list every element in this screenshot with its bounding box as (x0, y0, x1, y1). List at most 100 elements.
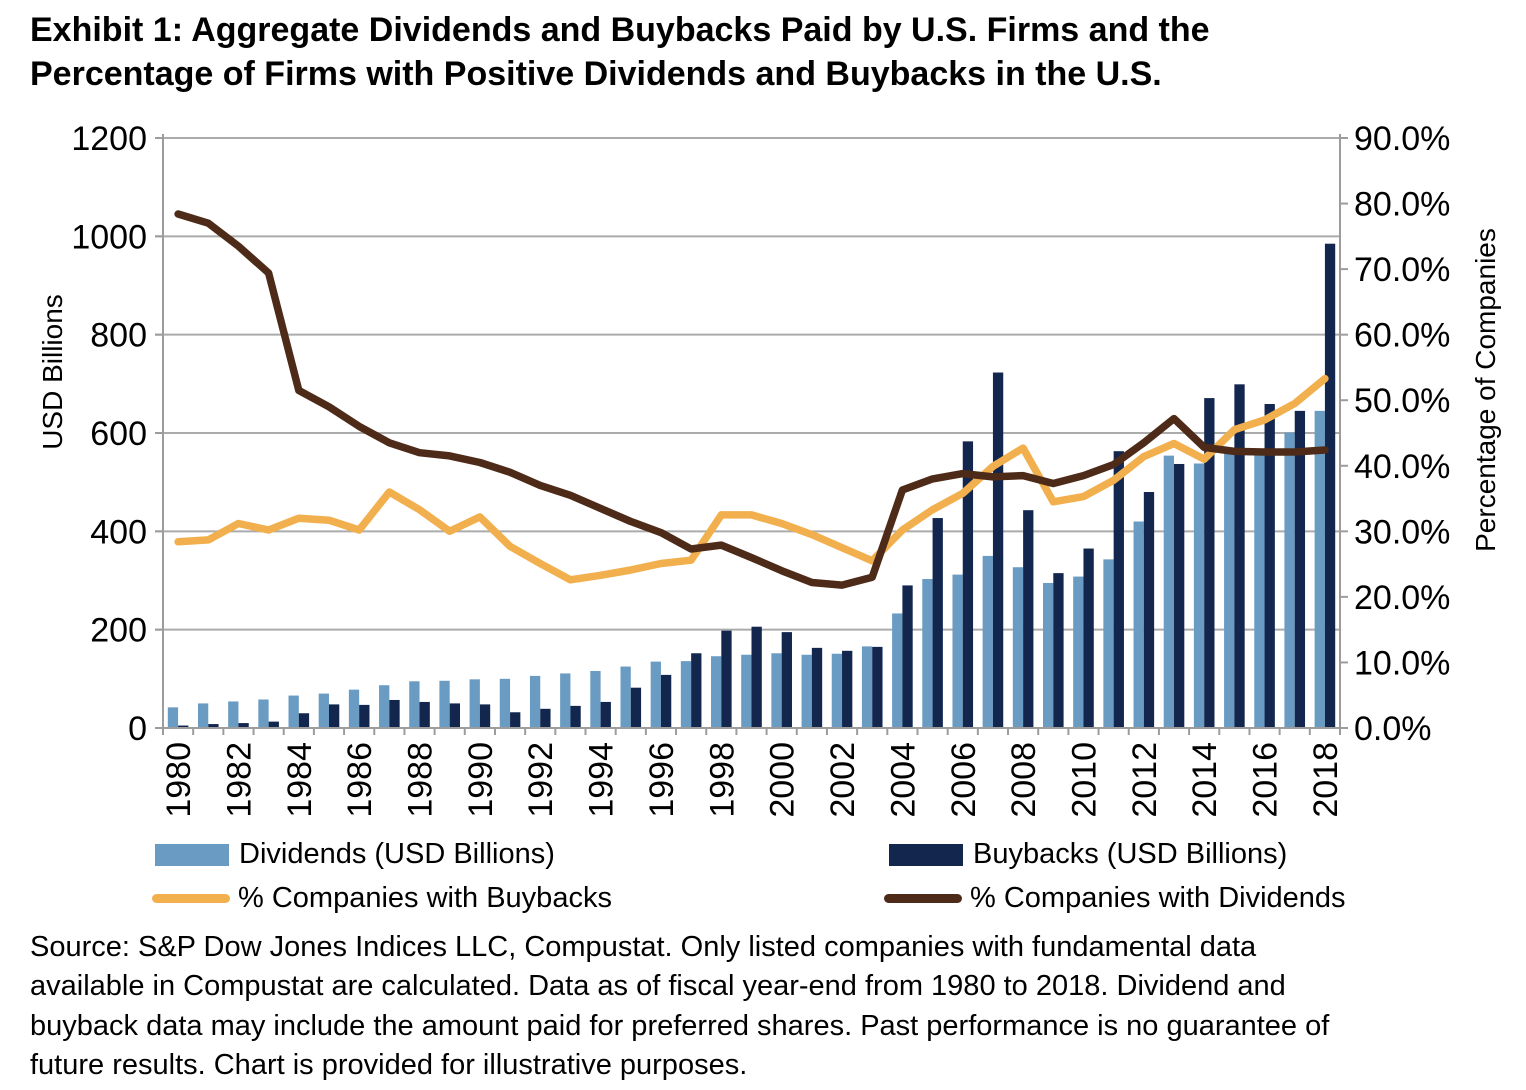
right-axis-label: 70.0% (1354, 251, 1450, 289)
dividends-bar (197, 703, 209, 728)
x-axis-label: 1986 (341, 742, 379, 818)
source-note: Source: S&P Dow Jones Indices LLC, Compu… (30, 928, 1520, 1086)
dividends-bar (318, 693, 329, 728)
dividends-bar (741, 654, 752, 728)
dividends-bar (711, 656, 722, 728)
buybacks-bar (510, 712, 521, 728)
pct-buybacks-swatch (152, 894, 230, 903)
buybacks-bar (540, 708, 551, 728)
buybacks-bar (811, 647, 823, 728)
buybacks-bar (751, 626, 762, 728)
buybacks-bar (842, 650, 853, 728)
buybacks-bar (1083, 548, 1094, 728)
dividends-bar (771, 653, 782, 728)
dividends-bar (590, 670, 601, 728)
dividends-bar (560, 673, 571, 728)
x-axis-label: 1988 (402, 742, 440, 818)
buybacks-bar (570, 705, 581, 728)
dividends-bar (379, 685, 390, 728)
x-axis-label: 1990 (462, 742, 500, 818)
dividends-bar (922, 579, 933, 728)
dividends-bar (228, 701, 239, 728)
buybacks-bar (1053, 573, 1064, 728)
dividends-bar (469, 679, 480, 728)
dividends-bar (1163, 455, 1175, 728)
left-axis-label: 800 (90, 317, 147, 355)
legend-item-buybacks: Buybacks (USD Billions) (889, 838, 1287, 871)
buybacks-bar (721, 630, 732, 728)
dividends-bar (861, 646, 873, 728)
x-axis-label: 1998 (703, 742, 741, 818)
buybacks-bar (389, 699, 400, 728)
buybacks-bar (781, 632, 792, 728)
x-axis-label: 1980 (160, 742, 198, 818)
dividends-bar (831, 653, 843, 728)
buybacks-bar (1294, 410, 1306, 728)
dividends-bar (892, 613, 903, 728)
buybacks-bar (1234, 384, 1245, 728)
x-axis-label: 1992 (522, 742, 560, 818)
x-axis-label: 2016 (1247, 742, 1285, 818)
pct-buybacks-line (174, 374, 1329, 584)
left-axis-label: 0 (128, 710, 147, 748)
left-axis-title: USD Billions (37, 294, 68, 450)
buybacks-bar (1204, 398, 1215, 728)
buybacks-bar (419, 701, 430, 728)
buybacks-bar (1023, 510, 1034, 728)
buybacks-bar (208, 724, 219, 728)
right-axis-label: 60.0% (1354, 317, 1450, 355)
legend-item-pct-dividends: % Companies with Dividends (884, 882, 1346, 915)
right-axis-label: 80.0% (1354, 186, 1450, 224)
dividends-bar (620, 666, 631, 728)
pct-dividends-swatch (884, 894, 962, 903)
dividends-bar (1073, 576, 1084, 728)
right-axis-title: Percentage of Companies (1470, 228, 1501, 552)
dividends-bar (1042, 582, 1054, 728)
left-axis-label: 600 (90, 415, 147, 453)
dividends-swatch (155, 843, 229, 866)
buybacks-bar (1324, 243, 1336, 729)
dividends-bar (258, 699, 269, 728)
dividends-bar (1314, 410, 1325, 728)
x-axis-label: 1982 (220, 742, 258, 818)
buybacks-bar (1174, 463, 1185, 728)
buybacks-bar (328, 704, 340, 728)
buybacks-bar (872, 646, 883, 728)
x-axis-label: 2018 (1307, 742, 1345, 818)
x-axis-label: 1996 (643, 742, 681, 818)
buybacks-bar (1113, 451, 1124, 728)
dividends-bar (1284, 432, 1295, 728)
x-axis-label: 1984 (281, 742, 319, 818)
buybacks-bar (1143, 492, 1155, 728)
dividends-bar (1133, 521, 1144, 728)
buybacks-bar (268, 721, 279, 728)
x-axis-label: 2012 (1126, 742, 1164, 818)
buybacks-bar (359, 704, 370, 728)
source-line-2: available in Compustat are calculated. D… (30, 970, 1286, 1003)
dividends-bar (650, 661, 661, 728)
x-axis-label: 2000 (764, 742, 802, 818)
x-axis-label: 2006 (945, 742, 983, 818)
x-axis-label: 1994 (583, 742, 621, 818)
buybacks-bar (1264, 403, 1275, 728)
dividends-bar (1193, 463, 1205, 728)
buybacks-bar (660, 674, 672, 728)
dividends-bar (1012, 567, 1024, 728)
legend-item-pct-buybacks: % Companies with Buybacks (152, 882, 612, 915)
title-line-2: Percentage of Firms with Positive Divide… (30, 55, 1162, 94)
source-line-1: Source: S&P Dow Jones Indices LLC, Compu… (30, 931, 1257, 963)
buybacks-swatch (889, 843, 963, 866)
legend-label-dividends: Dividends (USD Billions) (239, 838, 555, 870)
x-axis-label: 2004 (884, 742, 922, 818)
chart-title: Exhibit 1: Aggregate Dividends and Buyba… (30, 8, 1510, 96)
legend-label-buybacks: Buybacks (USD Billions) (973, 838, 1288, 870)
dividends-bar (982, 555, 993, 728)
x-axis-label: 2010 (1065, 742, 1103, 818)
left-axis-label: 200 (90, 612, 147, 650)
dividends-bar (288, 695, 299, 728)
legend-label-pct-dividends: % Companies with Dividends (970, 882, 1346, 914)
dividends-bar (409, 681, 420, 728)
buybacks-bar (479, 704, 491, 728)
left-axis-label: 1000 (71, 218, 147, 256)
